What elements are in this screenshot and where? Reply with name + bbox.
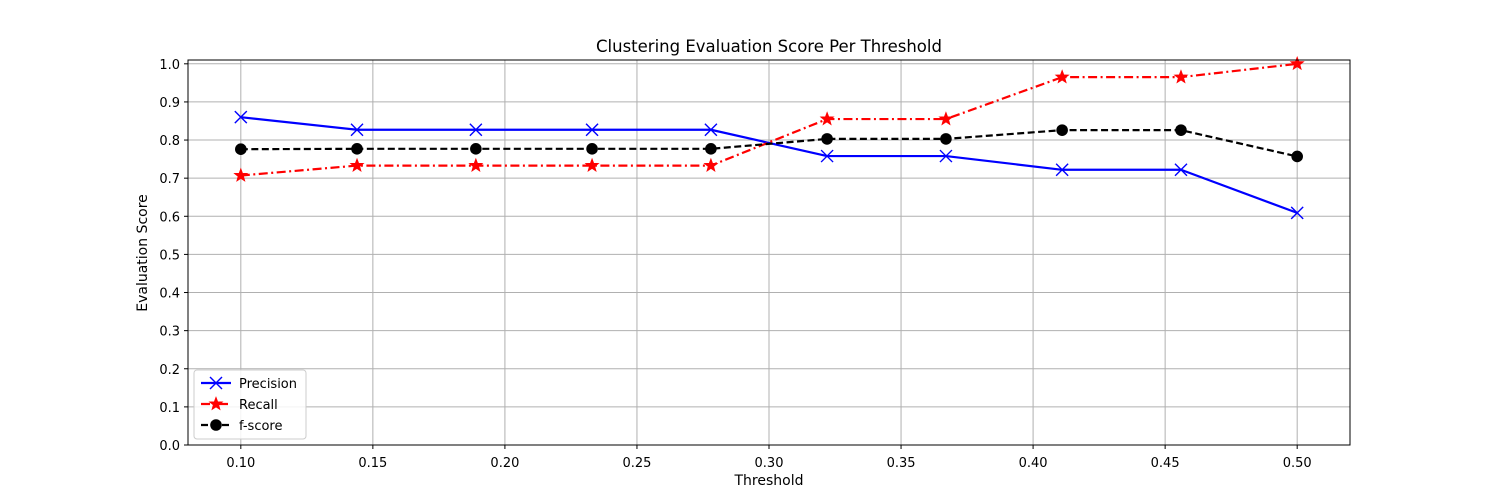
y-tick-label: 0.7	[159, 172, 180, 187]
data-point	[1175, 124, 1187, 136]
data-point	[234, 110, 248, 124]
data-point	[586, 143, 598, 155]
x-tick-label: 0.25	[622, 456, 651, 471]
data-point	[350, 123, 364, 137]
data-point	[1173, 69, 1189, 84]
data-point	[470, 143, 482, 155]
x-tick-label: 0.15	[358, 456, 387, 471]
legend-box	[193, 369, 307, 440]
legend-item: f-score	[201, 419, 283, 434]
data-point	[1290, 206, 1304, 220]
x-axis-label: Threshold	[734, 473, 804, 489]
chart-title: Clustering Evaluation Score Per Threshol…	[596, 37, 942, 56]
data-point	[235, 143, 247, 155]
data-point	[703, 157, 719, 172]
x-tick-label: 0.10	[226, 456, 255, 471]
y-tick-label: 0.4	[159, 287, 180, 302]
legend-marker	[209, 376, 223, 390]
series-f-score	[235, 124, 1303, 163]
data-point	[585, 123, 599, 137]
legend-label: Recall	[239, 398, 278, 413]
grid	[188, 60, 1350, 446]
data-point	[939, 149, 953, 163]
data-point	[938, 111, 954, 126]
y-tick-label: 0.1	[159, 401, 180, 416]
data-point	[584, 157, 600, 172]
data-point	[351, 143, 363, 155]
y-tick-label: 0.0	[159, 439, 180, 454]
legend-item: Recall	[201, 396, 278, 413]
y-tick-label: 1.0	[159, 58, 180, 73]
data-point	[1055, 163, 1069, 177]
data-point	[1056, 124, 1068, 136]
data-point	[821, 133, 833, 145]
y-axis-label: Evaluation Score	[135, 194, 151, 312]
data-point	[1054, 69, 1070, 84]
x-tick-label: 0.35	[887, 456, 916, 471]
legend: Precision Recall f-score	[193, 369, 307, 440]
data-point	[819, 111, 835, 126]
data-point	[1174, 163, 1188, 177]
legend-label: f-score	[239, 419, 283, 434]
x-tick-label: 0.30	[755, 456, 784, 471]
series-recall	[233, 55, 1305, 182]
axis-ticks: 0.10 0.15 0.20 0.25 0.30 0.35 0.40 0.45 0.50 0.0 0…	[159, 58, 1311, 471]
y-tick-label: 0.3	[159, 325, 180, 340]
y-tick-label: 0.9	[159, 96, 180, 111]
y-tick-label: 0.8	[159, 134, 180, 149]
y-tick-label: 0.6	[159, 210, 180, 225]
series-line	[240, 62, 1298, 177]
x-tick-label: 0.50	[1283, 456, 1312, 471]
legend-marker	[210, 419, 222, 431]
y-tick-label: 0.2	[159, 363, 180, 378]
data-point	[469, 123, 483, 137]
plot-frame	[187, 59, 1351, 446]
data-point	[1291, 150, 1303, 163]
data-point	[349, 157, 365, 172]
legend-marker	[208, 396, 224, 411]
x-tick-label: 0.45	[1151, 456, 1180, 471]
data-point	[1289, 55, 1305, 71]
x-tick-label: 0.40	[1019, 456, 1048, 471]
data-point	[705, 143, 717, 155]
series-line	[240, 129, 1298, 158]
legend-label: Precision	[239, 377, 297, 392]
data-point	[704, 123, 718, 137]
data-point	[233, 167, 249, 182]
x-tick-label: 0.20	[490, 456, 519, 471]
series-layer	[233, 55, 1305, 220]
data-point	[940, 133, 952, 145]
data-point	[468, 157, 484, 172]
y-tick-label: 0.5	[159, 248, 180, 263]
legend-item: Precision	[201, 376, 297, 392]
data-point	[820, 149, 834, 163]
